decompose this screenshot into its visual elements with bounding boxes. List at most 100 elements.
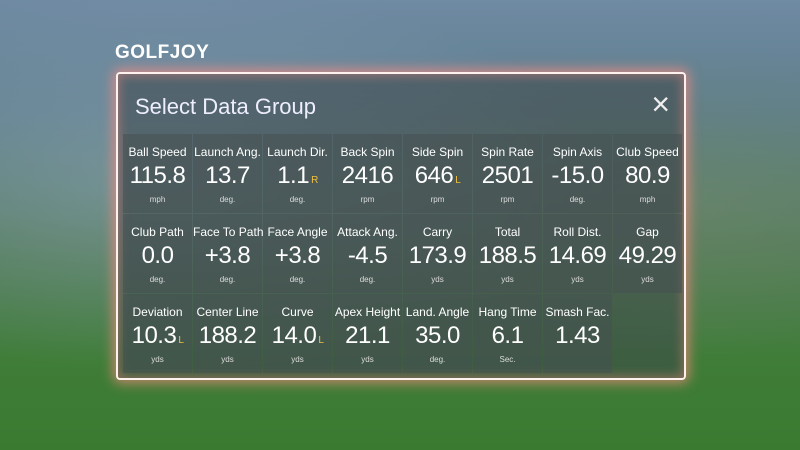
data-tile[interactable]: Club Path 0.0 deg. (123, 214, 192, 293)
tile-unit: Sec. (499, 355, 516, 364)
tile-label: Face Angle (267, 225, 328, 239)
tile-value-row: 173.9 (403, 242, 472, 270)
tile-unit: mph (639, 195, 656, 204)
tile-value-row: +3.8 (263, 242, 332, 270)
tile-unit: rpm (360, 195, 375, 204)
tile-unit: deg. (429, 355, 446, 364)
data-tile[interactable]: Launch Ang. 13.7 deg. (193, 134, 262, 213)
tile-unit: deg. (149, 275, 166, 284)
tile-value: 35.0 (415, 322, 460, 349)
data-tile[interactable]: Smash Fac. 1.43 (543, 294, 612, 373)
tile-unit: deg. (359, 275, 376, 284)
tile-value: 13.7 (205, 162, 250, 189)
tile-label: Club Speed (616, 145, 679, 159)
data-tile[interactable]: Attack Ang. -4.5 deg. (333, 214, 402, 293)
tile-value-row: 1.1 R (263, 162, 332, 190)
tile-label: Hang Time (478, 305, 537, 319)
tile-label: Smash Fac. (545, 305, 610, 319)
tile-value: -15.0 (551, 162, 604, 189)
tile-value-row: -15.0 (543, 162, 612, 190)
tile-value: +3.8 (204, 242, 251, 269)
tile-value: 0.0 (141, 242, 174, 269)
tile-suffix: L (178, 335, 184, 346)
tile-unit: yds (641, 275, 654, 284)
tile-unit: yds (571, 275, 584, 284)
tile-label: Launch Dir. (267, 145, 328, 159)
tile-label: Deviation (132, 305, 183, 319)
dialog: Select Data Group × Ball Speed 115.8 mph La… (116, 72, 686, 380)
tile-label: Spin Rate (481, 145, 534, 159)
tile-value-row: 14.69 (543, 242, 612, 270)
tile-label: Ball Speed (128, 145, 187, 159)
tile-label: Back Spin (340, 145, 395, 159)
data-tile[interactable]: Face To Path +3.8 deg. (193, 214, 264, 293)
data-tile[interactable]: Roll Dist. 14.69 yds (543, 214, 612, 293)
data-tile[interactable]: Spin Axis -15.0 deg. (543, 134, 612, 213)
tile-label: Roll Dist. (553, 225, 602, 239)
tile-value: 6.1 (491, 322, 524, 349)
data-tile[interactable]: Face Angle +3.8 deg. (263, 214, 332, 293)
tile-unit: yds (291, 355, 304, 364)
data-tile[interactable]: Spin Rate 2501 rpm (473, 134, 542, 213)
data-tile[interactable]: Back Spin 2416 rpm (333, 134, 402, 213)
tile-value: 80.9 (625, 162, 670, 189)
tile-value: 646 (414, 162, 454, 189)
tile-unit: deg. (219, 195, 236, 204)
data-tile[interactable]: Ball Speed 115.8 mph (123, 134, 192, 213)
tile-value-row: -4.5 (333, 242, 402, 270)
tile-label: Spin Axis (552, 145, 603, 159)
tile-value: 2416 (341, 162, 394, 189)
tile-unit: yds (221, 355, 234, 364)
tile-value: 1.1 (277, 162, 310, 189)
tile-value-row: 80.9 (613, 162, 682, 190)
data-tile[interactable]: Center Line 188.2 yds (193, 294, 262, 373)
tile-unit: deg. (289, 195, 306, 204)
tile-value-row: 6.1 (473, 322, 542, 350)
tile-value: 115.8 (129, 162, 186, 189)
data-tile[interactable]: Land. Angle 35.0 deg. (403, 294, 472, 373)
tile-label: Total (494, 225, 521, 239)
tile-value-row: 21.1 (333, 322, 402, 350)
tile-unit: deg. (289, 275, 306, 284)
tile-value-row: 646 L (403, 162, 472, 190)
data-tile[interactable]: Hang Time 6.1 Sec. (473, 294, 542, 373)
tile-label: Club Path (131, 225, 184, 239)
tile-unit: yds (361, 355, 374, 364)
tile-value: 10.3 (131, 322, 177, 349)
tile-value: 173.9 (408, 242, 467, 269)
tile-value: 21.1 (345, 322, 390, 349)
data-tile[interactable]: Total 188.5 yds (473, 214, 542, 293)
tile-unit: mph (149, 195, 166, 204)
tile-unit: rpm (500, 195, 515, 204)
data-tile[interactable]: Club Speed 80.9 mph (613, 134, 682, 213)
data-tile[interactable]: Apex Height 21.1 yds (333, 294, 402, 373)
tile-unit: yds (151, 355, 164, 364)
tile-value-row: +3.8 (193, 242, 262, 270)
logo: GOLFJOY (115, 42, 210, 63)
tile-value-row: 115.8 (123, 162, 192, 190)
tile-unit: yds (431, 275, 444, 284)
tile-value-row: 2501 (473, 162, 542, 190)
tile-label: Land. Angle (405, 305, 470, 319)
tile-suffix: L (318, 335, 324, 346)
tile-value: 188.2 (198, 322, 257, 349)
data-tile[interactable]: Launch Dir. 1.1 R deg. (263, 134, 332, 213)
tile-unit: deg. (219, 275, 236, 284)
tile-value: 188.5 (478, 242, 537, 269)
close-button[interactable]: × (651, 86, 670, 122)
dialog-title: Select Data Group (135, 94, 316, 119)
tile-label: Attack Ang. (337, 225, 398, 239)
data-tile[interactable]: Carry 173.9 yds (403, 214, 472, 293)
tile-value-row: 0.0 (123, 242, 192, 270)
tile-value-row: 188.2 (193, 322, 262, 350)
tile-label: Center Line (196, 305, 259, 319)
tile-value-row: 2416 (333, 162, 402, 190)
tile-value: -4.5 (347, 242, 388, 269)
data-tile[interactable]: Gap 49.29 yds (613, 214, 682, 293)
tile-label: Side Spin (411, 145, 464, 159)
tile-value: 14.0 (271, 322, 317, 349)
tile-value-row: 35.0 (403, 322, 472, 350)
